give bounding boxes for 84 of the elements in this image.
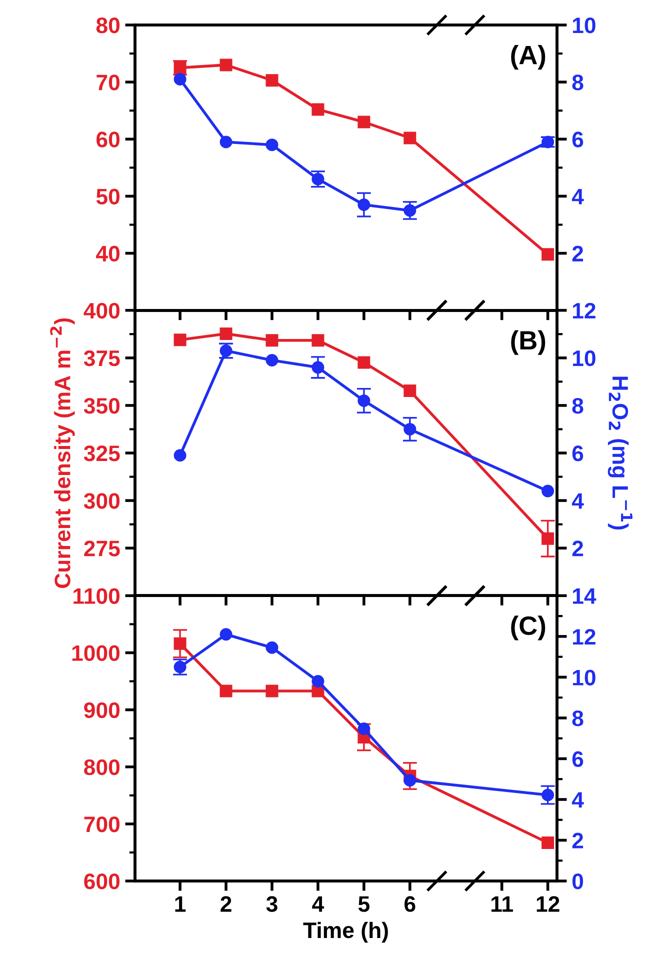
point [312,334,324,347]
x-axis-title: Time (h) [303,922,388,943]
y2-tick-label: 10 [572,18,596,34]
annotation: (C) [511,616,546,640]
point [542,532,554,545]
y-axis-title: Current density (mA m$^{−2}$) [50,318,75,588]
x-tick-label: 2 [220,896,232,912]
point [542,484,554,498]
y2-tick-label: 4 [572,493,584,509]
y-tick-label: 1100 [74,588,120,604]
y2-tick-label: 2 [572,246,584,262]
point [266,354,278,367]
point [404,422,416,436]
point [312,675,324,688]
y-tick-label: 375 [84,350,120,366]
y-tick-label: 70 [96,74,120,90]
annotation: (B) [511,330,546,355]
point [404,132,416,144]
y2-tick-label: 4 [572,188,584,204]
point [358,394,370,407]
point [174,449,186,462]
point [220,136,232,148]
x-tick-label: 6 [404,896,416,912]
y-tick-label: 80 [96,18,120,34]
point [174,334,186,346]
y-tick-label: 900 [84,702,120,718]
point [220,58,232,72]
point [358,722,370,736]
point [542,788,554,802]
point [220,684,232,698]
y-tick-label: 60 [96,132,120,148]
point [174,72,186,86]
point [404,204,416,217]
y-tick-label: 600 [84,874,120,890]
y2-tick-label: 10 [572,670,596,686]
y2-tick-label: 14 [572,588,596,604]
point [404,384,416,398]
point [174,637,186,650]
point [404,774,416,787]
point [358,198,370,212]
y-tick-label: 800 [84,759,120,776]
annotation: (A) [511,44,546,70]
x-tick-label: 1 [175,896,186,912]
y2-tick-label: 6 [572,751,584,767]
point [312,361,324,374]
x-tick-label: 5 [358,896,370,912]
point [266,74,278,87]
point [220,628,232,641]
x-tick-label: 4 [312,896,324,912]
point [358,116,370,128]
point [312,103,324,116]
y-tick-label: 40 [96,246,120,262]
y-tick-label: 275 [84,540,120,556]
y2-tick-label: 8 [572,710,584,726]
point [266,641,278,654]
y-tick-label: 700 [84,816,120,832]
y-tick-label: 400 [84,302,120,319]
y2-tick-label: 10 [572,350,596,366]
point [266,684,278,698]
y2-tick-label: 0 [572,874,584,890]
point [542,836,554,850]
y2-tick-label: 12 [572,628,596,644]
point [266,138,278,152]
y2-tick-label: 8 [572,74,584,90]
x-tick-label: 12 [536,896,560,912]
y2-tick-label: 12 [572,302,596,318]
y2-axis-title: H$_{2}$O$_{2}$ (mg L$^{−1}$) [608,376,632,530]
y2-tick-label: 2 [572,540,584,556]
y2-tick-label: 6 [572,446,584,462]
point [542,248,554,261]
y-tick-label: 300 [84,493,120,509]
y2-tick-label: 4 [572,792,584,808]
y-tick-label: 1000 [72,645,120,662]
x-tick-label: 11 [491,896,513,912]
y2-tick-label: 6 [572,132,584,148]
y-tick-label: 50 [96,188,120,204]
y-tick-label: 350 [84,398,120,414]
point [220,327,232,340]
y2-tick-label: 2 [572,832,584,848]
point [358,356,370,369]
y-tick-label: 325 [84,446,120,462]
x-tick-label: 3 [266,896,278,912]
y2-tick-label: 8 [572,398,584,414]
point [266,334,278,347]
